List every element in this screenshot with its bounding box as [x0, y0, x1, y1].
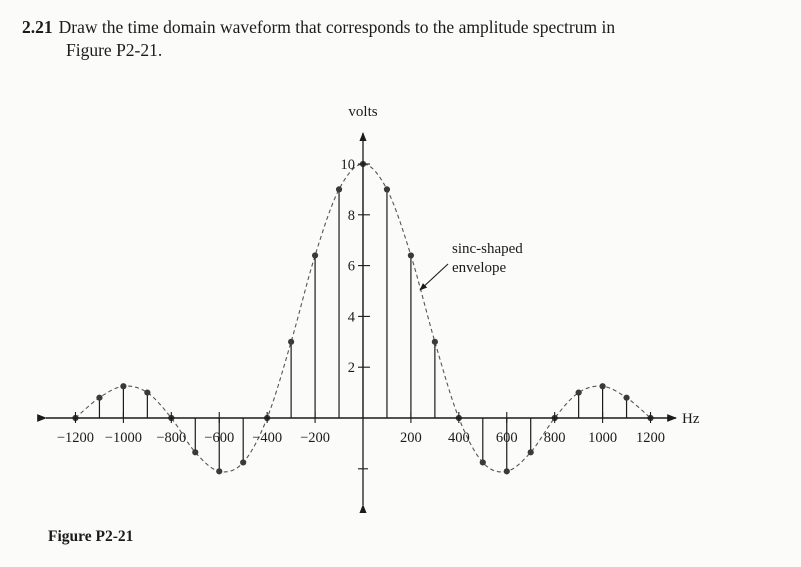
spectral-point — [311, 252, 319, 259]
y-tick-label: 4 — [348, 309, 356, 325]
spectral-point — [383, 186, 391, 193]
problem-statement: 2.21 Draw the time domain waveform that c… — [22, 16, 782, 62]
y-tick-label: 2 — [348, 360, 355, 376]
problem-text-line2: Figure P2-21. — [66, 40, 163, 60]
x-tick-label: −600 — [204, 430, 234, 446]
spectral-point — [479, 459, 486, 466]
y-tick-label: 10 — [341, 157, 356, 173]
spectral-point — [431, 338, 438, 345]
spectral-point — [120, 383, 127, 390]
problem-number: 2.21 — [22, 17, 53, 37]
spectral-point — [575, 389, 582, 396]
x-tick-label: −200 — [300, 430, 330, 446]
y-tick-label: 6 — [348, 259, 355, 275]
figure-caption: Figure P2-21 — [48, 528, 134, 545]
spectral-point — [216, 468, 223, 475]
y-axis-title: volts — [348, 104, 377, 120]
spectral-point — [144, 389, 151, 396]
spectral-point — [335, 186, 343, 193]
x-axis-title: Hz — [682, 411, 700, 427]
x-tick-label: −1200 — [57, 430, 94, 446]
y-tick-label: 8 — [348, 208, 355, 224]
x-tick-label: 800 — [544, 430, 566, 446]
spectral-point — [527, 449, 534, 456]
x-tick-label: −800 — [156, 430, 186, 446]
annotation-line2: envelope — [452, 260, 506, 276]
x-tick-label: −400 — [252, 430, 282, 446]
spectral-point — [192, 449, 199, 456]
x-tick-label: 1200 — [636, 430, 665, 446]
spectral-point — [623, 394, 630, 401]
x-tick-label: 200 — [400, 430, 422, 446]
spectral-point — [96, 394, 103, 401]
x-tick-label: 600 — [496, 430, 518, 446]
annotation-arrow — [419, 263, 449, 291]
spectral-point — [503, 468, 510, 475]
spectral-point — [599, 383, 606, 390]
x-tick-label: −1000 — [105, 430, 142, 446]
spectral-point — [407, 252, 415, 259]
spectral-point — [240, 459, 247, 466]
x-tick-label: 400 — [448, 430, 470, 446]
spectral-point — [288, 338, 295, 345]
problem-text-line1: Draw the time domain waveform that corre… — [58, 17, 616, 37]
annotation-line1: sinc-shaped — [452, 241, 523, 257]
x-tick-label: 1000 — [588, 430, 617, 446]
